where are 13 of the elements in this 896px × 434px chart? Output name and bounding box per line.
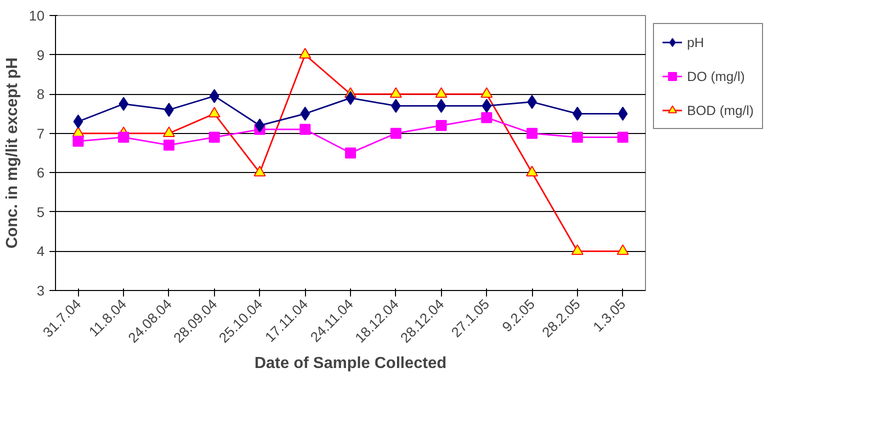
y-tick-label: 8 (36, 86, 45, 102)
y-axis-title: Conc. in mg/lit except pH (4, 57, 21, 249)
y-tick-label: 10 (28, 8, 45, 24)
y-tick-label: 9 (36, 46, 45, 63)
y-tick-label: 4 (36, 243, 45, 260)
legend-label: DO (mg/l) (687, 68, 745, 84)
legend-label: BOD (mg/l) (687, 102, 754, 118)
x-axis-title: Date of Sample Collected (254, 355, 447, 372)
y-tick-label: 6 (36, 164, 45, 181)
legend-label: pH (687, 34, 706, 50)
y-tick-label: 3 (36, 282, 45, 298)
y-tick-label: 5 (36, 204, 45, 220)
y-tick-label: 7 (36, 125, 45, 142)
